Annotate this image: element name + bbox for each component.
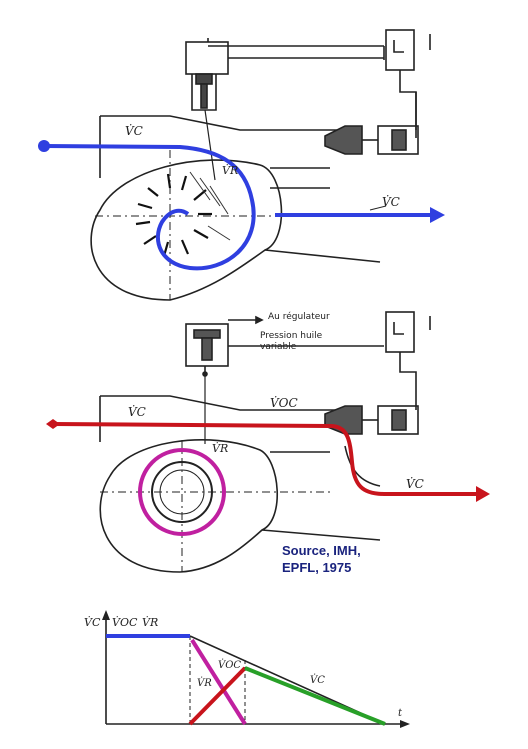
middle-turbine-wheel: [151, 461, 213, 523]
middle-label-vc-out: V̇C: [406, 476, 424, 491]
chart-curve-vc: V̇C: [310, 674, 325, 686]
middle-regulator-box: [385, 311, 415, 353]
top-regulator-box: [385, 29, 415, 71]
top-figure: [90, 29, 440, 301]
middle-actuator-box: [185, 323, 229, 367]
chart-magenta-line: [190, 638, 247, 726]
label-pression-huile: Pression huile: [260, 331, 323, 341]
top-label-vc-out: V̇C: [382, 194, 400, 209]
middle-magenta-ring: [138, 448, 226, 536]
bottom-chart: [102, 610, 410, 728]
chart-curve-vr: V̇R: [197, 677, 212, 689]
label-au-regulateur: Au régulateur: [268, 311, 330, 322]
chart-red-line: [188, 666, 247, 726]
middle-red-flow: [46, 419, 490, 502]
chart-ylabel-vc: V̇C: [84, 616, 101, 629]
middle-volute: [99, 439, 279, 573]
chart-green-line: [244, 666, 386, 726]
top-volute: [90, 159, 283, 301]
chart-ylabel-voc: V̇OC: [112, 616, 138, 629]
middle-label-vr: V̇R: [212, 442, 228, 455]
top-bypass-valve: [324, 125, 363, 155]
chart-xlabel-t: t: [398, 708, 403, 719]
top-label-vr: V̇R: [222, 164, 238, 177]
top-label-vc-in: V̇C: [125, 123, 143, 138]
label-variable: variable: [260, 342, 297, 352]
middle-housing-upper: [100, 395, 345, 411]
source-line-2: EPFL, 1975: [282, 560, 351, 575]
middle-label-voc: V̇OC: [270, 395, 298, 410]
top-blue-flow: [38, 140, 445, 271]
blue-flow-arrowhead: [430, 207, 445, 223]
source-line-1: Source, IMH,: [282, 543, 361, 558]
middle-label-vc-in: V̇C: [128, 404, 146, 419]
chart-curve-voc: V̇OC: [218, 659, 241, 671]
red-flow-arrowhead: [476, 486, 490, 502]
chart-ylabel-vr: V̇R: [142, 616, 158, 629]
top-housing-upper: [100, 115, 345, 131]
top-actuator-body: [191, 74, 217, 111]
top-turbine-blades: [135, 173, 212, 257]
